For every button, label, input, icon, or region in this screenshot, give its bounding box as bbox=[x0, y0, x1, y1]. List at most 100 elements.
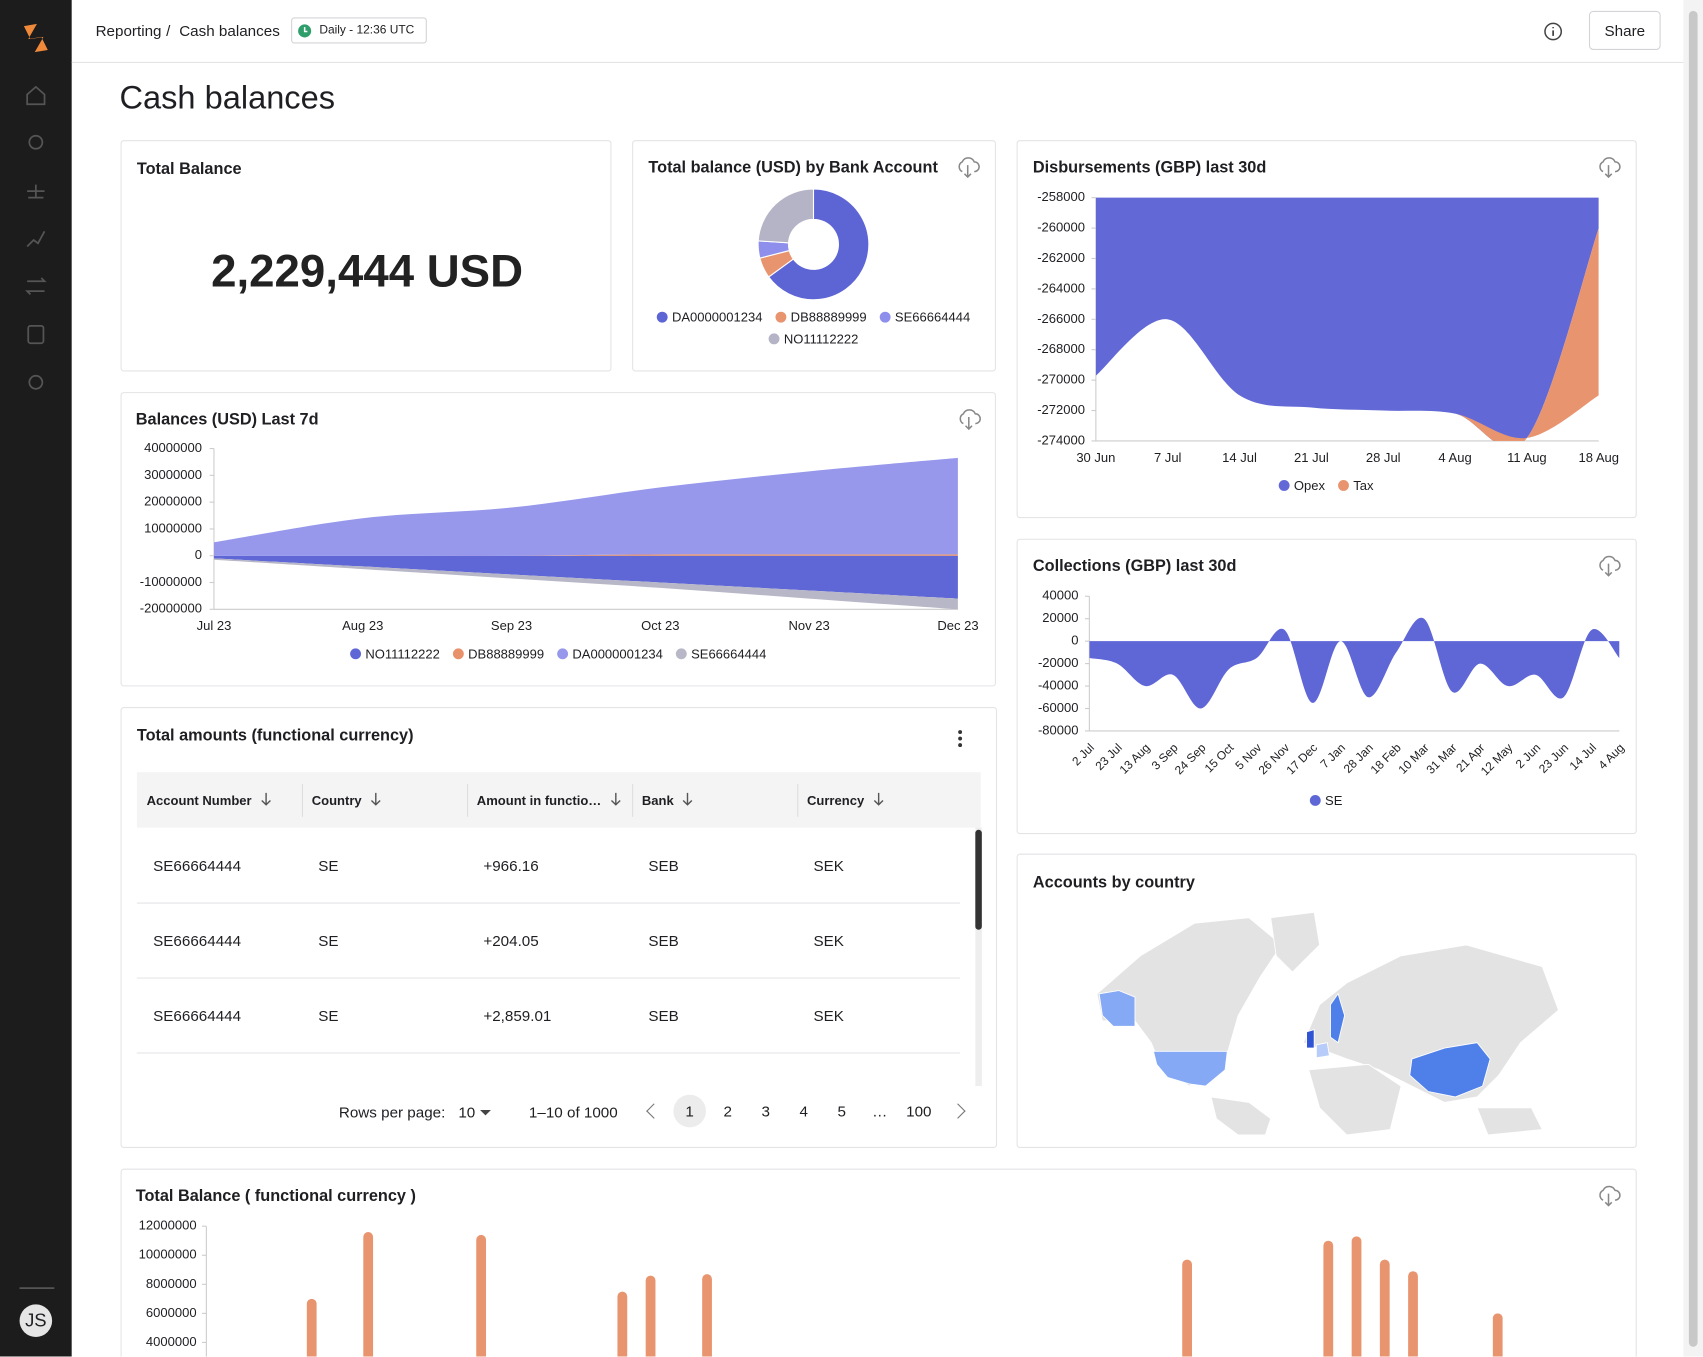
report-icon[interactable] bbox=[27, 324, 45, 345]
y-tick-label: -60000 bbox=[1038, 700, 1079, 715]
x-tick-label: Jul 23 bbox=[197, 618, 232, 633]
column-header[interactable]: Amount in functio… bbox=[476, 792, 602, 809]
row-divider bbox=[136, 977, 961, 979]
page-link[interactable]: 4 bbox=[799, 1102, 808, 1120]
breadcrumb-link[interactable]: Reporting bbox=[95, 21, 162, 40]
sort-icon[interactable] bbox=[872, 792, 885, 807]
home-icon[interactable] bbox=[26, 85, 46, 106]
rows-per-page-label: Rows per page: bbox=[338, 1103, 446, 1121]
table-cell: SE66664444 bbox=[153, 1006, 242, 1025]
column-header[interactable]: Account Number bbox=[146, 792, 252, 809]
balance-icon[interactable] bbox=[27, 184, 45, 199]
logo[interactable] bbox=[23, 23, 48, 53]
y-tick-label: -258000 bbox=[1037, 189, 1085, 204]
page-link[interactable]: 3 bbox=[761, 1102, 770, 1120]
y-tick-label: -20000000 bbox=[140, 601, 202, 616]
x-tick-label: 7 Jul bbox=[1154, 450, 1182, 465]
legend-label: DA0000001234 bbox=[572, 646, 662, 661]
bar bbox=[645, 1275, 656, 1357]
download-icon[interactable] bbox=[1599, 1185, 1621, 1207]
rows-per-page-select[interactable]: 10 bbox=[458, 1103, 476, 1121]
transfer-icon[interactable] bbox=[25, 277, 47, 295]
column-header[interactable]: Country bbox=[311, 792, 362, 809]
x-tick-label: 11 Aug bbox=[1507, 450, 1547, 465]
y-tick-label: -264000 bbox=[1037, 280, 1085, 295]
x-tick-label: Aug 23 bbox=[342, 618, 383, 633]
x-tick-label: Dec 23 bbox=[937, 618, 978, 633]
cloud bbox=[1599, 1185, 1621, 1207]
x-tick-label: 14 Jul bbox=[1567, 741, 1599, 773]
page-link[interactable]: … bbox=[872, 1102, 888, 1120]
schedule-badge[interactable]: Daily - 12:36 UTC bbox=[291, 17, 427, 44]
world-map bbox=[1096, 911, 1560, 1136]
sort-icon[interactable] bbox=[260, 792, 273, 807]
page-title: Cash balances bbox=[119, 80, 336, 117]
scroll-thumb[interactable] bbox=[1688, 10, 1698, 1347]
y-tick-label: -266000 bbox=[1037, 311, 1085, 326]
column-header[interactable]: Bank bbox=[641, 792, 674, 809]
legend-swatch bbox=[452, 648, 464, 660]
menu-icon[interactable] bbox=[954, 728, 967, 750]
bar bbox=[363, 1232, 374, 1357]
download-icon[interactable] bbox=[959, 409, 981, 431]
download-icon[interactable] bbox=[958, 157, 980, 179]
table-cell: SE66664444 bbox=[153, 931, 242, 950]
bar bbox=[476, 1234, 487, 1357]
x-tick-label: 28 Jul bbox=[1366, 450, 1401, 465]
page-link[interactable]: 5 bbox=[837, 1102, 846, 1120]
y-tick-label: -268000 bbox=[1037, 341, 1085, 356]
x-tick-label: 4 Aug bbox=[1595, 741, 1626, 772]
settings-icon[interactable] bbox=[28, 374, 44, 390]
info-icon[interactable] bbox=[1542, 21, 1564, 43]
share-button[interactable]: Share bbox=[1588, 10, 1661, 50]
table-cell: +204.05 bbox=[483, 931, 539, 950]
area bbox=[213, 558, 958, 610]
page-link[interactable]: 2 bbox=[723, 1102, 732, 1120]
bar bbox=[617, 1291, 628, 1357]
bar bbox=[1323, 1240, 1334, 1357]
table-cell: SEK bbox=[813, 856, 844, 875]
table-cell: +966.16 bbox=[483, 856, 539, 875]
y-tick-label: -274000 bbox=[1037, 432, 1085, 447]
trend-icon[interactable] bbox=[26, 230, 46, 248]
y-tick-label: 8000000 bbox=[146, 1276, 197, 1291]
table-scrollbar[interactable] bbox=[975, 827, 982, 1087]
table-cell: SEB bbox=[648, 931, 679, 950]
column-divider bbox=[301, 784, 304, 817]
legend-swatch bbox=[768, 333, 780, 345]
table-title: Total amounts (functional currency) bbox=[136, 726, 414, 746]
y-tick-label: 12000000 bbox=[139, 1218, 197, 1233]
x-tick-label: 23 Jun bbox=[1536, 741, 1571, 776]
download-icon[interactable] bbox=[1599, 555, 1621, 577]
y-tick-label: -10000000 bbox=[140, 574, 202, 589]
avatar[interactable] bbox=[19, 1304, 53, 1337]
table-cell: +2,859.01 bbox=[483, 1006, 552, 1025]
legend-label: DA0000001234 bbox=[672, 310, 762, 325]
legend-label: DB88889999 bbox=[468, 646, 544, 661]
x-tick-label: 18 Aug bbox=[1578, 450, 1619, 465]
legend-swatch bbox=[1278, 480, 1290, 491]
page-current[interactable]: 1 bbox=[673, 1094, 706, 1128]
sort-icon[interactable] bbox=[369, 792, 382, 807]
legend-label: SE66664444 bbox=[895, 310, 970, 325]
scroll-thumb[interactable] bbox=[975, 829, 982, 930]
sort-icon[interactable] bbox=[609, 792, 622, 807]
page-link[interactable]: 100 bbox=[906, 1102, 932, 1120]
breadcrumb-separator: / bbox=[166, 21, 171, 40]
column-divider bbox=[632, 784, 634, 817]
x-tick-label: 24 Sep bbox=[1172, 740, 1209, 777]
target-icon[interactable] bbox=[28, 134, 44, 150]
y-tick-label: 20000 bbox=[1042, 610, 1078, 625]
sort-icon[interactable] bbox=[681, 792, 694, 807]
download-icon[interactable] bbox=[1599, 157, 1621, 179]
page-scrollbar[interactable] bbox=[1683, 0, 1703, 1357]
column-header[interactable]: Currency bbox=[806, 792, 865, 809]
sidebar-icons: JS bbox=[19, 23, 55, 1337]
cloud bbox=[958, 157, 980, 179]
x-tick-label: 17 Dec bbox=[1283, 741, 1320, 778]
x-tick-label: 31 Mar bbox=[1423, 741, 1459, 777]
legend-swatch bbox=[1309, 795, 1321, 806]
x-tick-label: Oct 23 bbox=[641, 618, 679, 633]
